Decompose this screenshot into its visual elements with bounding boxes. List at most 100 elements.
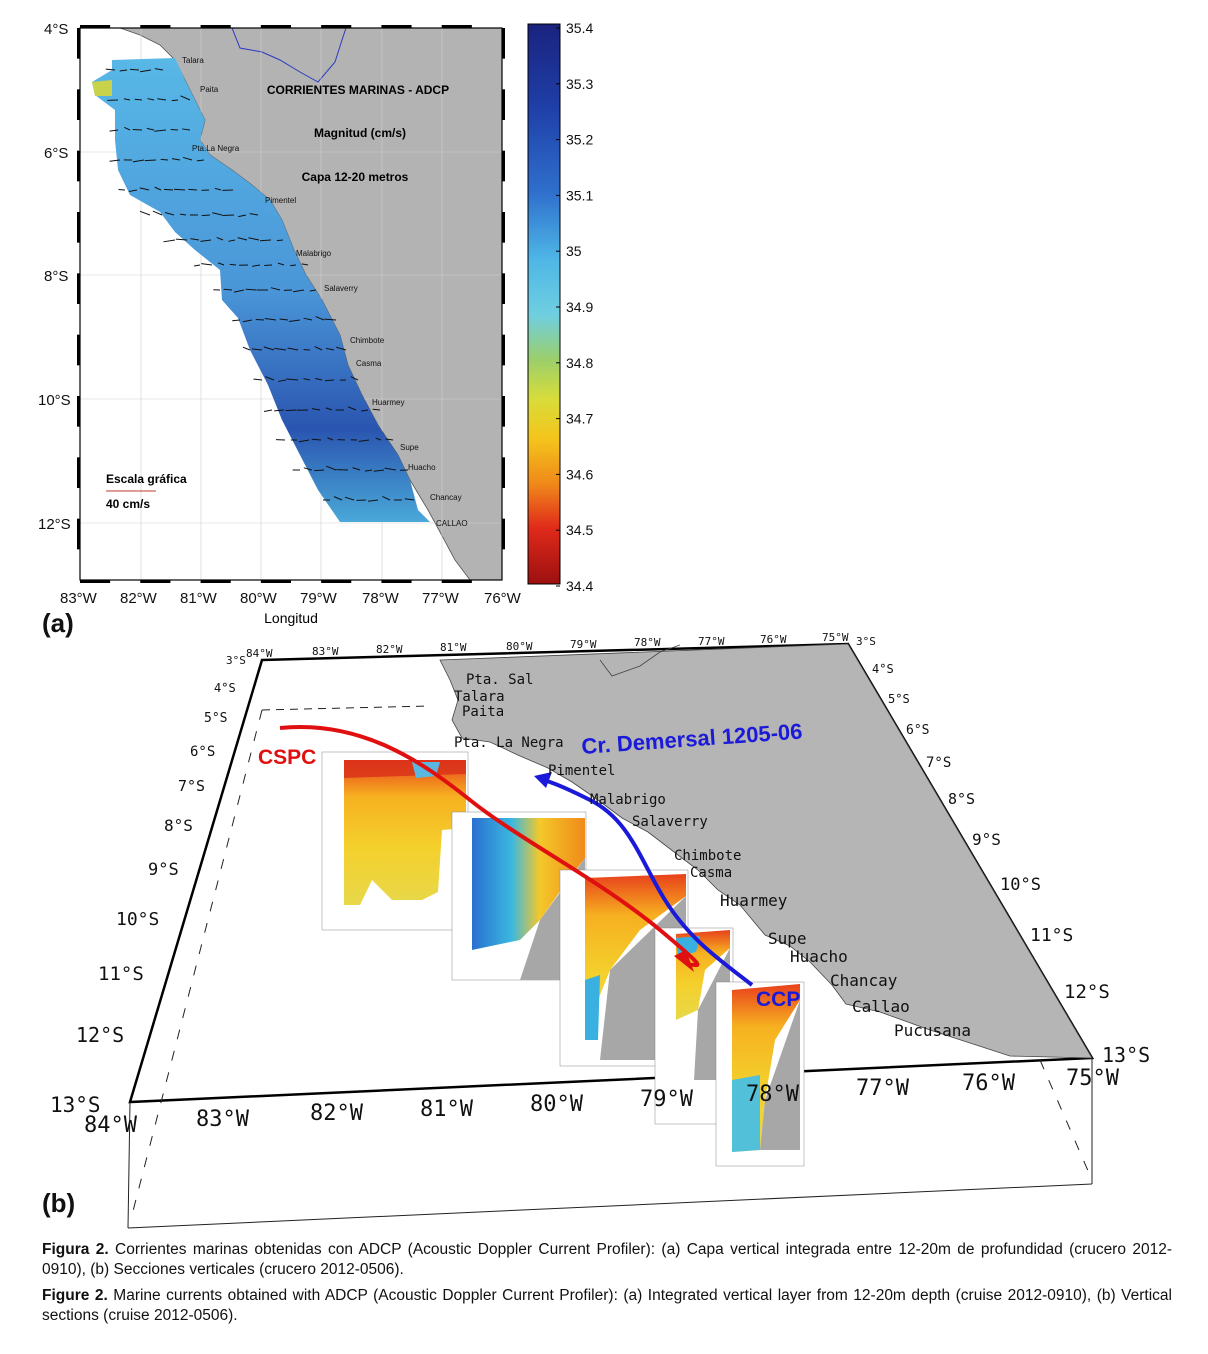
current-vector (361, 409, 369, 412)
place-label: Pimentel (265, 196, 296, 205)
frame-tick-bar (77, 518, 80, 550)
current-vector (303, 378, 311, 381)
frame-tick-bar (77, 212, 80, 243)
scale-title: Escala gráfica (106, 472, 187, 486)
current-vector (188, 188, 198, 191)
top-lon-tick: 77°W (698, 635, 725, 648)
right-lat-tick: 13°S (1102, 1043, 1150, 1067)
frame-tick-bar (80, 580, 111, 583)
current-vector (253, 378, 263, 381)
current-vector (325, 407, 333, 411)
lon-tick-label: 80°W (240, 590, 278, 607)
current-vector (358, 439, 370, 442)
frame-tick-bar (200, 580, 231, 583)
ccp-label: CCP (756, 988, 800, 1011)
current-vector (373, 469, 385, 472)
current-vector (274, 409, 285, 412)
current-vector (175, 238, 188, 241)
place-label: Pta. La Negra (454, 735, 564, 751)
place-label: Huacho (790, 947, 848, 966)
current-vector (233, 289, 245, 293)
right-lat-tick: 10°S (1000, 875, 1041, 895)
bottom-lon-tick: 80°W (530, 1092, 584, 1117)
right-lat-tick: 8°S (948, 790, 975, 808)
current-vector (171, 158, 181, 161)
place-label: Casma (690, 865, 732, 881)
map-layer: Capa 12-20 metros (302, 170, 409, 184)
current-vector (242, 346, 251, 351)
current-vector (139, 210, 151, 216)
place-label: Paita (200, 85, 219, 94)
lat-tick-label: 12°S (38, 516, 71, 533)
current-vector (375, 437, 382, 441)
current-vector (372, 408, 381, 411)
top-lon-tick: 79°W (570, 638, 597, 651)
current-vector (344, 496, 355, 501)
current-vector (123, 98, 131, 101)
place-label: Chancay (830, 971, 898, 990)
place-label: Huacho (408, 463, 436, 472)
current-vector (326, 465, 337, 471)
frame-tick-bar (200, 25, 231, 28)
colorbar-tick-label: 34.5 (566, 522, 593, 538)
place-label: Salaverry (324, 284, 358, 293)
current-vector (109, 129, 119, 132)
panel-a-map: CORRIENTES MARINAS - ADCP Magnitud (cm/s… (38, 20, 593, 626)
current-vector (229, 263, 237, 266)
top-lon-tick: 75°W (822, 631, 849, 644)
top-lon-tick: 83°W (312, 645, 339, 658)
colorbar-tick-label: 34.9 (566, 299, 593, 315)
lat-tick-label: 8°S (44, 268, 68, 285)
vertical-section-5 (715, 981, 805, 1167)
current-vector (314, 346, 323, 351)
place-label: Pta.La Negra (192, 144, 240, 153)
frame-tick-bar (140, 25, 171, 28)
current-vector (278, 379, 287, 382)
frame-tick-bar (321, 580, 352, 583)
current-vector (194, 264, 201, 267)
current-vector (311, 408, 321, 411)
current-vector (288, 319, 301, 323)
current-vector (263, 409, 273, 413)
place-label: Huarmey (372, 398, 404, 407)
map-subtitle: Magnitud (cm/s) (314, 126, 406, 140)
left-lat-tick: 6°S (190, 744, 215, 760)
current-vector (279, 318, 289, 321)
frame-tick-bar (77, 28, 80, 59)
place-label: Callao (852, 997, 910, 1016)
frame-tick-bar (502, 150, 505, 182)
lat-tick-label: 6°S (44, 145, 68, 162)
right-lat-tick: 6°S (906, 723, 929, 738)
scale-value: 40 cm/s (106, 497, 150, 511)
place-label: Chancay (430, 493, 462, 502)
current-vector (249, 213, 259, 216)
top-lon-tick: 81°W (440, 641, 467, 654)
left-lat-tick: 9°S (148, 860, 179, 880)
caption-es-text: Corrientes marinas obtenidas con ADCP (A… (42, 1241, 1172, 1278)
current-vector (237, 237, 248, 241)
right-lat-tick: 5°S (888, 692, 910, 706)
frame-tick-bar (502, 89, 505, 120)
current-vector (182, 128, 191, 131)
current-vector (309, 289, 317, 292)
current-vector (251, 348, 263, 351)
top-lon-tick: 80°W (506, 640, 533, 653)
current-vector (160, 158, 169, 161)
current-vector (232, 319, 241, 322)
bottom-lon-tick: 84°W (84, 1113, 138, 1138)
top-lon-tick: 78°W (634, 636, 661, 649)
current-vector (277, 262, 285, 266)
caption-en-label: Figure 2. (42, 1287, 108, 1304)
current-vector (252, 264, 261, 267)
lon-tick-label: 76°W (484, 590, 522, 607)
frame-tick-bar (502, 457, 505, 488)
colorbar-tick-label: 35.4 (566, 20, 593, 36)
cspc-label: CSPC (258, 746, 316, 769)
frame-tick-bar (321, 25, 352, 28)
right-lat-tick: 3°S (856, 635, 876, 648)
current-vector (154, 68, 164, 71)
current-vector (301, 263, 309, 266)
current-vector (264, 264, 273, 267)
bottom-lon-tick: 82°W (310, 1101, 364, 1126)
frame-tick-bar (502, 28, 505, 59)
